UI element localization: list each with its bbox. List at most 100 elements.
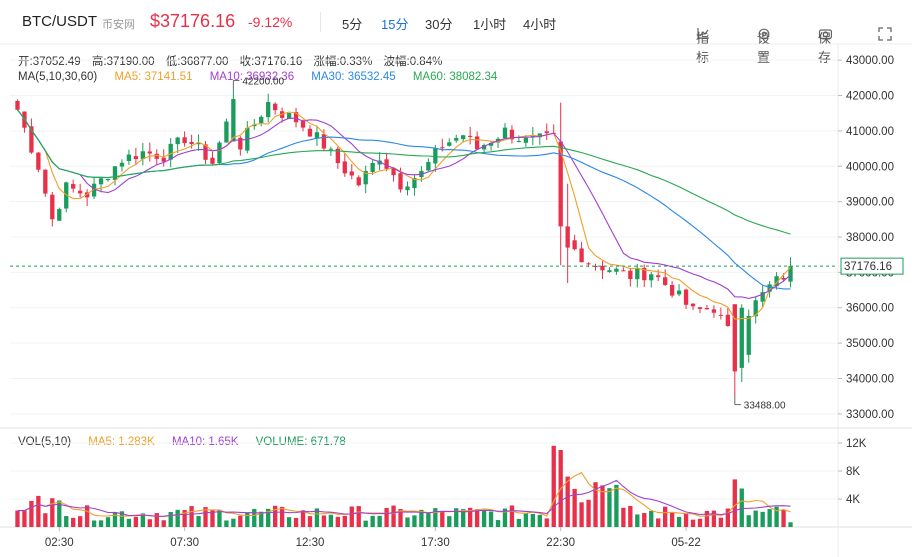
candle-body <box>690 303 696 307</box>
vol-ma10-value: MA10: 1.65K <box>171 436 239 448</box>
volume-bar <box>746 515 751 527</box>
camera-icon <box>818 28 832 42</box>
candle-body <box>175 137 180 145</box>
candle-body <box>433 148 438 164</box>
volume-bar <box>391 505 396 527</box>
candle-body <box>565 226 570 248</box>
interval-1h[interactable]: 1小时 <box>473 17 507 32</box>
candle-body <box>676 290 682 295</box>
volume-bar <box>342 515 347 527</box>
volume-bar <box>440 512 445 527</box>
volume-bar <box>711 510 717 527</box>
candle-body <box>224 121 229 143</box>
candle-body <box>231 99 236 142</box>
indicator-icon <box>696 28 710 42</box>
volume-bar <box>140 513 145 527</box>
volume-bar <box>516 518 522 527</box>
volume-bar <box>621 507 626 527</box>
volume-bar <box>676 516 682 527</box>
volume-bar <box>64 516 69 527</box>
candle-body <box>614 268 619 272</box>
volume-bar <box>377 515 382 527</box>
candle-body <box>377 160 382 165</box>
volume-tick-label: 4K <box>846 494 860 506</box>
ma60-value: MA60: 38082.34 <box>412 71 498 83</box>
candle-body <box>530 135 535 138</box>
volume-bar <box>300 510 306 527</box>
candle-body <box>203 144 208 160</box>
candle-body <box>760 292 765 302</box>
volume-bar <box>384 507 389 527</box>
interval-5m[interactable]: 5分 <box>342 17 363 32</box>
fullscreen-icon <box>878 27 892 44</box>
candle-body <box>635 268 640 280</box>
time-tick-label: 17:30 <box>421 537 450 549</box>
candle-body <box>273 103 278 111</box>
volume-bar <box>259 511 264 527</box>
interval-30m[interactable]: 30分 <box>425 17 453 32</box>
ma10-value: MA10: 36932.36 <box>209 71 295 83</box>
volume-bar <box>725 508 730 527</box>
chart-axes: 43000.00 42000.00 41000.00 40000.00 39000.00… <box>10 55 904 549</box>
chart-grid <box>0 43 912 557</box>
price-tick-label: 42000.00 <box>846 91 894 103</box>
price-tick-label: 34000.00 <box>846 373 894 385</box>
volume-bar <box>649 510 654 527</box>
ma-legend: MA(5,10,30,60) MA5: 37141.51 MA10: 36932… <box>18 71 511 83</box>
vol-ma5-value: MA5: 1.283K <box>88 436 155 448</box>
settings-icon <box>757 28 771 43</box>
volume-ma10-line <box>17 479 791 517</box>
ma-legend-label: MA(5,10,30,60) <box>18 71 98 83</box>
volume-bar <box>335 516 340 527</box>
volume-bar <box>203 507 208 527</box>
candle-body <box>105 179 111 181</box>
candle-body <box>335 148 340 164</box>
candle-body <box>488 142 494 146</box>
save-label: 保存 <box>818 31 832 65</box>
volume-bars <box>15 445 793 527</box>
candle-body <box>36 152 41 170</box>
ohlc-amplitude: 涨幅:0.33% <box>313 56 373 68</box>
time-tick-label: 02:30 <box>45 537 74 549</box>
candle-body <box>98 178 104 185</box>
time-tick-label: 12:30 <box>296 537 325 549</box>
interval-15m[interactable]: 15分 <box>381 17 409 32</box>
candle-body <box>266 101 271 118</box>
candle-body <box>628 270 633 280</box>
interval-4h[interactable]: 4小时 <box>523 17 557 32</box>
volume-bar <box>774 506 779 527</box>
candle-body <box>746 315 751 355</box>
volume-bar <box>175 509 180 527</box>
ohlc-close: 收:37176.16 <box>239 56 303 68</box>
ma30-value: MA30: 36532.45 <box>311 71 396 83</box>
price-change: -9.12% <box>248 14 293 30</box>
candle-body <box>697 307 703 309</box>
ohlc-high: 高:37190.00 <box>91 56 155 68</box>
candle-body <box>189 141 194 145</box>
candle-body <box>781 277 786 280</box>
price-tick-label: 43000.00 <box>846 55 894 67</box>
candle-body <box>210 157 215 164</box>
volume-bar <box>314 508 320 527</box>
volume-bar <box>126 518 132 527</box>
settings-label: 设置 <box>757 31 771 65</box>
volume-bar <box>71 517 76 527</box>
price-tick-label: 41000.00 <box>846 126 894 138</box>
ohlc-info: 开:37052.49 高:37190.00 低:36877.00 收:37176… <box>18 53 450 69</box>
volume-bar <box>50 498 55 527</box>
volume-bar <box>614 484 619 527</box>
candle-body <box>133 156 139 160</box>
volume-bar <box>732 479 737 527</box>
price-tick-label: 36000.00 <box>846 303 894 315</box>
volume-bar <box>112 511 118 527</box>
candle-body <box>286 113 292 119</box>
volume-bar <box>210 510 215 527</box>
volume-bar <box>245 512 250 527</box>
candle-body <box>71 184 76 189</box>
volume-bar <box>78 516 83 527</box>
volume-bar <box>224 520 229 527</box>
candle-body <box>349 171 354 176</box>
ohlc-volatility: 波幅:0.84% <box>383 56 443 68</box>
volume-bar <box>739 488 744 527</box>
